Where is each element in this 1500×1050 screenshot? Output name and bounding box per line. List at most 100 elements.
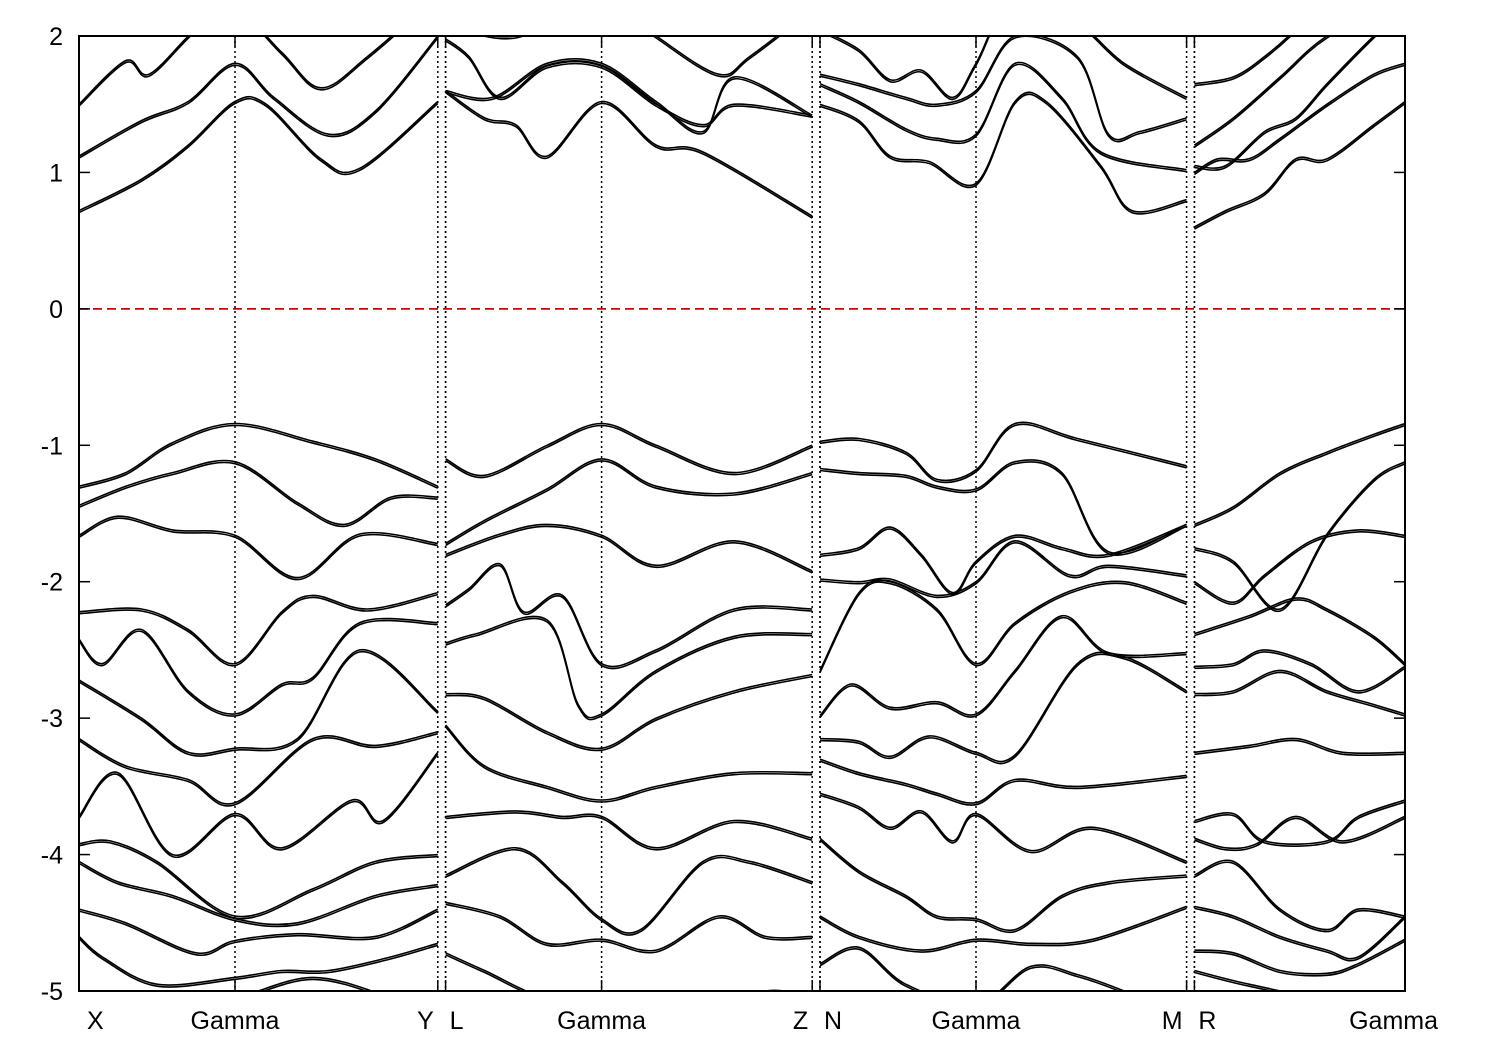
- band-line: [445, 562, 813, 668]
- band-line: [79, 461, 438, 528]
- band-line: [1194, 36, 1378, 171]
- band-line: [79, 935, 439, 986]
- band-line: [79, 37, 439, 159]
- band-line: [819, 421, 1187, 482]
- band-line: [1194, 815, 1405, 850]
- band-line: [445, 810, 813, 849]
- y-tick-label: 0: [49, 296, 63, 324]
- band-line: [445, 458, 813, 545]
- band-line: [445, 812, 813, 851]
- band-line: [1194, 649, 1405, 692]
- band-line: [1193, 36, 1332, 148]
- band-lines: [79, 36, 1405, 991]
- band-line: [1194, 940, 1405, 977]
- band-line: [1194, 669, 1405, 715]
- band-line: [79, 515, 438, 579]
- y-tick-label: 2: [49, 23, 63, 51]
- band-line: [445, 460, 813, 547]
- plot-frame: [78, 35, 1406, 992]
- band-line: [1194, 971, 1275, 991]
- k-point-label: Gamma: [557, 1007, 646, 1035]
- band-line: [79, 36, 394, 105]
- band-line: [445, 726, 813, 803]
- band-line: [445, 848, 813, 936]
- band-line: [819, 653, 1187, 765]
- band-line: [1194, 739, 1405, 757]
- band-line: [490, 36, 779, 76]
- band-line: [1194, 100, 1405, 228]
- band-line: [819, 905, 1187, 951]
- band-line: [79, 651, 439, 757]
- band-line: [1194, 424, 1405, 528]
- band-line: [828, 36, 1187, 101]
- k-point-label: Gamma: [191, 1007, 280, 1035]
- band-line: [819, 758, 1187, 804]
- band-line: [79, 459, 438, 526]
- k-point-label: X: [87, 1007, 104, 1035]
- band-line: [1194, 817, 1405, 852]
- band-line: [445, 523, 813, 572]
- band-line: [79, 591, 438, 665]
- band-line: [480, 36, 782, 78]
- y-tick-label: -4: [41, 842, 63, 870]
- band-line: [79, 36, 439, 157]
- band-line: [445, 615, 813, 719]
- band-line: [79, 733, 438, 807]
- band-line: [445, 564, 813, 670]
- band-line: [819, 837, 1187, 932]
- band-line: [445, 40, 813, 128]
- band-line: [445, 954, 524, 991]
- y-tick-label: -3: [41, 705, 63, 733]
- band-line: [819, 794, 1187, 865]
- band-line: [445, 901, 813, 952]
- k-point-label: Gamma: [1349, 1007, 1438, 1035]
- band-line: [445, 57, 813, 133]
- k-point-label: N: [824, 1007, 842, 1035]
- band-line: [79, 593, 438, 667]
- band-line: [445, 724, 813, 801]
- band-line: [1194, 462, 1405, 612]
- band-line: [445, 846, 813, 934]
- band-line: [1194, 460, 1405, 610]
- band-line: [445, 673, 813, 750]
- band-line: [79, 731, 438, 805]
- band-line: [1194, 969, 1405, 991]
- k-point-label: Gamma: [932, 1007, 1021, 1035]
- band-line: [445, 675, 813, 752]
- band-line: [79, 617, 438, 715]
- band-line: [79, 36, 396, 107]
- band-line: [79, 910, 439, 957]
- band-line: [819, 651, 1187, 763]
- band-line: [1194, 599, 1405, 667]
- band-line: [79, 860, 438, 926]
- band-line: [819, 948, 1122, 991]
- band-line: [819, 459, 1187, 554]
- band-line: [79, 841, 438, 920]
- band-line: [79, 97, 439, 214]
- band-line: [819, 523, 1187, 594]
- band-line: [819, 792, 1187, 863]
- band-line: [1194, 597, 1405, 665]
- k-point-label: L: [450, 1007, 464, 1035]
- band-line: [1193, 62, 1405, 174]
- band-line: [445, 422, 813, 477]
- band-line: [1193, 529, 1405, 603]
- y-tick-label: -5: [41, 978, 63, 1006]
- band-line: [79, 862, 438, 928]
- band-line: [1193, 64, 1405, 176]
- band-line: [79, 908, 439, 955]
- band-line: [819, 36, 1187, 143]
- band-line: [445, 617, 813, 721]
- band-line: [79, 937, 439, 988]
- y-axis-ticks: 2 1 0 -1 -2 -3 -4 -5: [41, 23, 1406, 1006]
- band-line: [79, 424, 439, 489]
- band-line: [1194, 36, 1375, 169]
- band-line: [819, 525, 1187, 596]
- band-line: [1194, 861, 1405, 933]
- band-line: [79, 517, 438, 581]
- band-line: [819, 614, 1187, 716]
- band-line: [819, 93, 1187, 215]
- band-line: [819, 839, 1187, 934]
- band-line: [1194, 422, 1405, 526]
- k-point-label: Y: [417, 1007, 434, 1035]
